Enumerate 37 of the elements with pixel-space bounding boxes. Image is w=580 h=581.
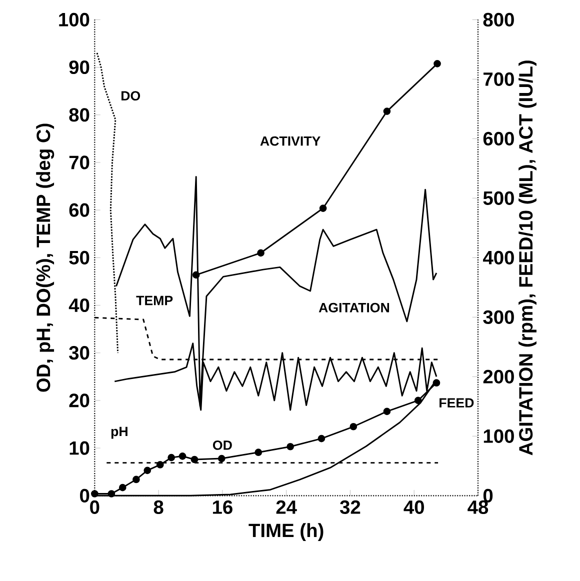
y-axis-title: OD, pH, DO(%), TEMP (deg C) bbox=[36, 124, 54, 392]
series-label: DO bbox=[122, 91, 140, 101]
x-tick-label: 0 bbox=[90, 500, 100, 514]
y-tick-label: 60 bbox=[69, 203, 90, 217]
y-tick-label: 80 bbox=[69, 108, 90, 122]
y2-tick-label: 500 bbox=[483, 191, 514, 205]
x-tick-label: 24 bbox=[276, 500, 297, 514]
series-label: AGITATION bbox=[318, 302, 390, 312]
x-tick-label: 40 bbox=[404, 500, 424, 514]
x-axis-title: TIME (h) bbox=[248, 523, 324, 542]
x-tick-label: 8 bbox=[154, 500, 164, 514]
y-tick-label: 0 bbox=[80, 488, 90, 502]
y2-axis-title: AGITATION (rpm), FEED/10 (ML), ACT (IU/L) bbox=[518, 60, 536, 456]
series-label: TEMP bbox=[136, 296, 173, 306]
x-tick-label: 16 bbox=[212, 500, 232, 514]
y2-tick-label: 400 bbox=[483, 250, 514, 264]
y2-tick-label: 800 bbox=[483, 12, 514, 26]
x-tick-label: 32 bbox=[340, 500, 360, 514]
y2-tick-label: 100 bbox=[484, 429, 514, 443]
y2-tick-label: 0 bbox=[483, 488, 493, 502]
y2-tick-label: 600 bbox=[483, 132, 514, 146]
series-label: pH bbox=[111, 426, 128, 439]
y-tick-label: 30 bbox=[69, 346, 90, 360]
y-tick-label: 20 bbox=[69, 394, 90, 408]
y2-tick-label: 300 bbox=[483, 310, 514, 324]
y2-tick-label: 700 bbox=[484, 72, 514, 86]
text: ACTIVITY bbox=[260, 136, 320, 146]
series-label: FEED bbox=[440, 398, 474, 408]
y-tick-label: 90 bbox=[69, 60, 90, 74]
y2-tick-label: 200 bbox=[483, 370, 514, 384]
y-tick-label: 100 bbox=[59, 12, 90, 26]
y-tick-label: 40 bbox=[68, 298, 90, 312]
y-tick-label: 10 bbox=[70, 441, 90, 455]
y-tick-label: 50 bbox=[69, 250, 90, 264]
x-tick-label: 48 bbox=[468, 500, 488, 514]
y-tick-label: 70 bbox=[69, 156, 90, 170]
series-label: OD bbox=[212, 440, 232, 450]
